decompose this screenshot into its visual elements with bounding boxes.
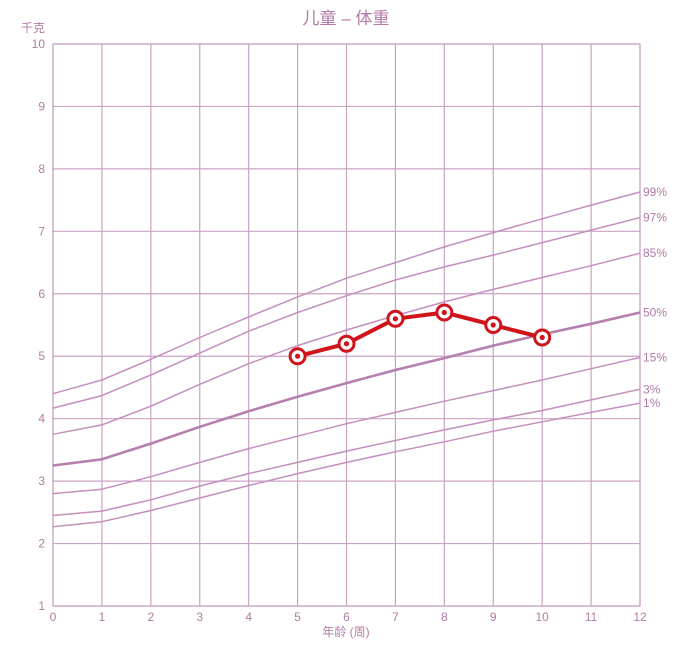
y-tick-label: 1: [38, 599, 45, 613]
percentile-labels: 99% 97% 85% 50% 15% 3%1%: [643, 185, 667, 410]
y-tick-label: 4: [38, 412, 45, 426]
percentile-label: 1%: [643, 396, 661, 410]
x-tick-label: 3: [196, 610, 203, 624]
measurement-point[interactable]: [484, 316, 503, 334]
y-tick-label: 10: [32, 37, 46, 51]
measurement-point[interactable]: [533, 328, 552, 347]
percentile-label: 85%: [643, 246, 667, 260]
x-tick-label: 10: [535, 610, 549, 624]
x-tick-label: 9: [490, 610, 497, 624]
x-tick-label: 7: [392, 610, 399, 624]
percentile-label: 15%: [643, 350, 667, 364]
percentile-curve-85: [52, 252, 641, 436]
percentile-curve-97: [52, 216, 641, 409]
point-dot: [539, 334, 545, 341]
x-tick-label: 2: [147, 610, 154, 624]
y-tick-label: 6: [38, 287, 45, 301]
y-tick-label: 2: [38, 537, 45, 551]
x-tick-label: 4: [245, 610, 252, 624]
percentile-label: 50%: [643, 306, 667, 320]
plot-frame: [52, 43, 641, 607]
percentile-curves: [52, 191, 641, 528]
percentile-label: 97%: [643, 211, 667, 225]
point-dot: [343, 341, 350, 347]
y-axis-unit-label: 千克: [21, 21, 45, 35]
percentile-label: 3%: [643, 382, 661, 396]
percentile-curve-99: [52, 191, 641, 395]
y-tick-label: 3: [38, 474, 45, 488]
measurement-point[interactable]: [386, 309, 405, 328]
measurement-series: [288, 303, 552, 366]
measurement-point[interactable]: [337, 334, 356, 353]
y-tick-label: 5: [38, 349, 45, 363]
y-tick-label: 8: [38, 162, 45, 176]
x-tick-label: 1: [99, 610, 106, 624]
percentile-curve-15: [52, 356, 641, 495]
x-tick-label: 8: [441, 610, 448, 624]
grid-lines: [52, 43, 641, 607]
y-tick-label: 7: [38, 224, 45, 238]
chart-title: 儿童 – 体重: [303, 9, 390, 28]
measurement-point[interactable]: [435, 303, 454, 322]
x-axis-label: 年龄 (周): [322, 625, 369, 639]
point-dot: [294, 353, 301, 359]
x-tick-label: 11: [585, 610, 598, 624]
point-dot: [490, 322, 496, 328]
x-tick-label: 6: [343, 610, 350, 624]
percentile-curve-3: [52, 388, 641, 517]
percentile-label: 99%: [643, 185, 667, 199]
x-tick-label: 5: [294, 610, 301, 624]
x-tick-label: 12: [633, 610, 647, 624]
point-dot: [441, 309, 447, 316]
y-tick-label: 9: [38, 99, 45, 113]
x-tick-label: 0: [50, 610, 57, 624]
percentile-curve-1: [52, 402, 641, 528]
point-dot: [392, 316, 399, 322]
measurement-point[interactable]: [288, 347, 307, 366]
